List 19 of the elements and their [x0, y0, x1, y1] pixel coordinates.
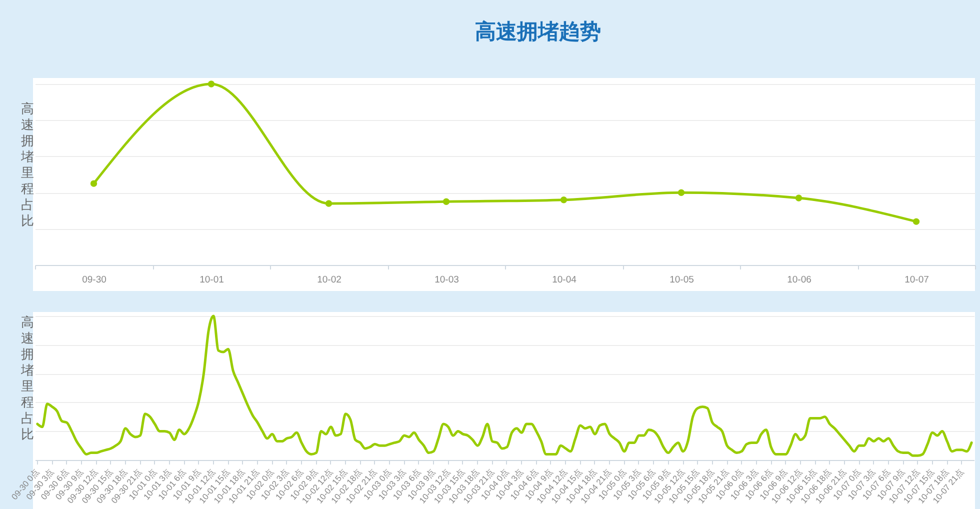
x-tick-label: 10-03 [434, 274, 459, 286]
point [90, 180, 98, 187]
point [795, 194, 802, 202]
y-axis-title: 高速拥堵里程占比 [20, 314, 34, 442]
x-tick-label: 09-30 [82, 274, 106, 286]
x-tick-label: 10-01 [200, 274, 224, 286]
point [325, 200, 332, 207]
point [208, 80, 215, 88]
x-tick-label: 10-06 [787, 274, 812, 286]
x-tick-label: 10-05 [670, 274, 694, 286]
x-tick-label: 10-02 [317, 274, 342, 286]
x-tick-label: 10-04 [552, 274, 576, 286]
point [442, 198, 450, 205]
point [912, 218, 920, 225]
x-tick-label: 10-07 [904, 274, 929, 286]
y-axis-title: 高速拥堵里程占比 [20, 101, 34, 228]
chart-title: 高速拥堵趋势 [475, 20, 601, 44]
point [678, 189, 685, 196]
point [560, 196, 568, 204]
